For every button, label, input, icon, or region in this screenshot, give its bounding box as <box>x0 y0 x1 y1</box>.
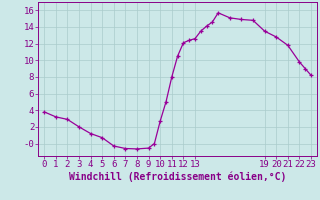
X-axis label: Windchill (Refroidissement éolien,°C): Windchill (Refroidissement éolien,°C) <box>69 172 286 182</box>
